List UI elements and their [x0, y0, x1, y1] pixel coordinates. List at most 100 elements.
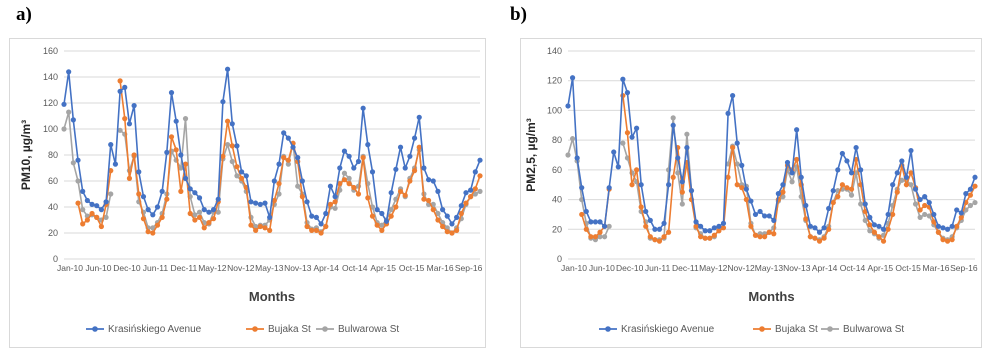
data-point [949, 223, 955, 229]
data-point [192, 217, 198, 223]
x-tick-label: Jun-10 [85, 263, 111, 273]
data-point [239, 169, 245, 175]
data-point [762, 234, 768, 240]
data-point [341, 170, 348, 176]
data-point [862, 217, 868, 223]
panel-label-a: a) [16, 4, 32, 25]
data-point [267, 214, 273, 220]
y-axis-title: PM2,5, µg/m³ [524, 118, 538, 192]
data-point [285, 161, 291, 167]
data-point [379, 227, 385, 233]
data-point [463, 190, 469, 196]
data-point [615, 164, 621, 170]
x-tick-label: Dec-10 [113, 263, 141, 273]
data-point [182, 175, 189, 181]
data-point [187, 210, 193, 217]
data-point [908, 182, 914, 188]
data-point [210, 216, 217, 222]
data-point [425, 177, 432, 183]
data-point [332, 199, 338, 205]
x-tick-label: Jan-10 [57, 263, 83, 273]
data-point [309, 227, 315, 233]
data-point [229, 121, 235, 127]
data-point [337, 181, 343, 187]
data-point [411, 168, 418, 174]
legend-entry: Bulwarowa St [843, 324, 904, 335]
x-tick-label: Jun-11 [645, 263, 671, 273]
data-point [752, 211, 759, 218]
data-point [871, 222, 877, 228]
data-point [196, 195, 203, 201]
data-point [309, 213, 315, 219]
x-tick-label: May-12 [699, 263, 728, 273]
x-tick-label: Mar-16 [923, 263, 950, 273]
data-point [794, 156, 800, 163]
data-point [958, 210, 964, 216]
data-point [122, 84, 128, 90]
y-tick-label: 140 [43, 72, 58, 82]
data-point [867, 228, 873, 234]
x-tick-label: Jun-11 [143, 263, 169, 273]
x-tick-label: Nov-12 [727, 263, 755, 273]
data-point [803, 216, 809, 222]
data-point [766, 229, 772, 235]
y-tick-label: 40 [48, 202, 58, 212]
data-point [323, 210, 329, 217]
data-point [108, 142, 114, 148]
data-point [812, 235, 818, 241]
legend-marker [322, 326, 328, 332]
x-axis-title: Months [748, 289, 794, 304]
data-point [75, 200, 81, 206]
data-point [597, 219, 603, 225]
x-tick-label: May-13 [255, 263, 284, 273]
x-tick-label: Apr-14 [313, 263, 339, 273]
data-point [365, 195, 371, 201]
data-point [187, 186, 193, 192]
data-point [716, 223, 722, 229]
data-point [720, 220, 727, 226]
data-point [215, 196, 221, 202]
data-point [159, 188, 165, 194]
data-point [569, 75, 576, 81]
data-point [643, 208, 649, 215]
data-point [154, 204, 161, 210]
data-point [220, 99, 226, 105]
data-point [379, 222, 385, 228]
y-tick-label: 120 [547, 76, 562, 86]
data-point [666, 229, 672, 235]
data-point [131, 152, 137, 158]
data-point [967, 192, 974, 198]
data-point [346, 181, 352, 187]
data-point [411, 135, 418, 141]
data-point [922, 211, 928, 218]
data-point [182, 161, 189, 167]
data-point [816, 229, 823, 235]
data-point [748, 223, 754, 229]
data-point [890, 182, 896, 188]
chart-panel-a: 0 20 40 60 80 100 120 140 160 Jan-10 Jun-10 Dec-10 J… [9, 38, 486, 348]
data-point [458, 203, 464, 209]
data-point [117, 127, 123, 133]
data-point [402, 165, 408, 171]
data-point [440, 207, 446, 213]
data-point [393, 166, 399, 172]
data-point [725, 174, 731, 180]
data-point [435, 217, 441, 223]
data-point [967, 186, 974, 192]
data-point [798, 174, 804, 180]
data-point [388, 190, 394, 196]
data-point [369, 169, 376, 175]
legend-marker [759, 326, 765, 332]
data-point [440, 223, 446, 230]
data-point [565, 103, 571, 109]
data-point [164, 196, 170, 202]
y-tick-label: 100 [547, 105, 562, 115]
y-tick-label: 20 [552, 224, 562, 234]
data-point [679, 201, 685, 207]
data-point [748, 198, 754, 204]
y-tick-label: 60 [552, 165, 562, 175]
data-point [332, 205, 338, 211]
data-point [397, 188, 404, 194]
data-point [145, 207, 151, 213]
legend-marker [92, 326, 98, 332]
